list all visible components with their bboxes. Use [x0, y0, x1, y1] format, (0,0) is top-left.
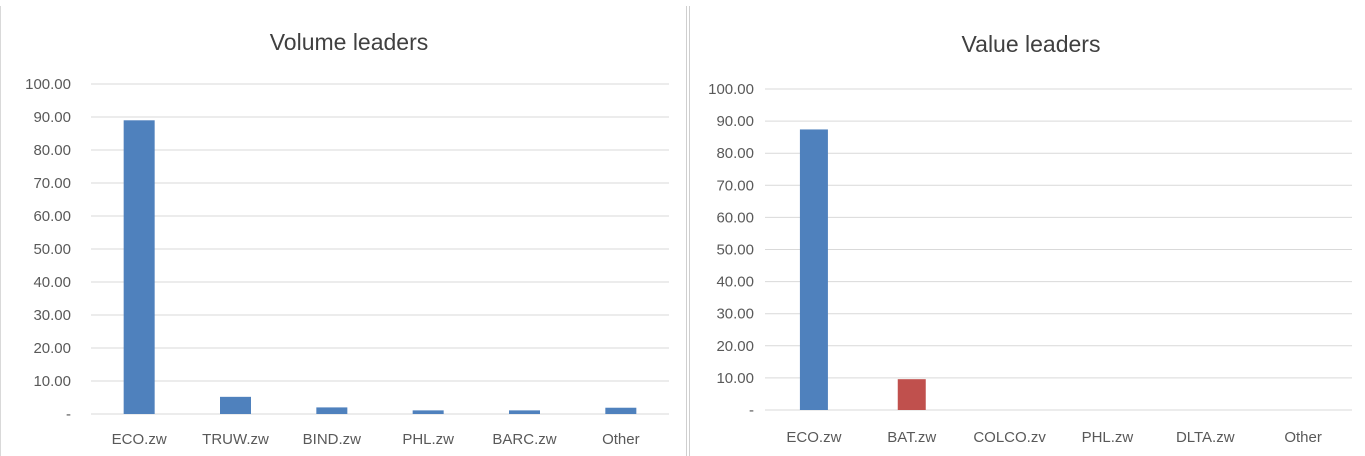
y-tick-label: 40.00 — [33, 274, 71, 291]
x-category-label: BIND.zw — [303, 431, 362, 448]
x-category-label: ECO.zw — [786, 429, 841, 446]
chart-title: Value leaders — [962, 31, 1101, 57]
value-leaders-chart: Value leaders - 10.00 20.00 30.00 40.00 50.00… — [708, 31, 1352, 446]
y-tick-label: 100.00 — [708, 81, 754, 98]
y-tick-label: - — [66, 406, 71, 423]
y-tick-label: 50.00 — [33, 241, 71, 258]
y-tick-label: 60.00 — [716, 209, 754, 226]
x-axis-category-labels: ECO.zw TRUW.zw BIND.zw PHL.zw BARC.zw Other — [112, 431, 640, 448]
bar-bind-zw — [316, 407, 348, 414]
y-tick-label: 80.00 — [716, 145, 754, 162]
y-tick-label: - — [749, 402, 754, 419]
bar-bat-zw — [897, 379, 926, 410]
bars — [799, 129, 926, 411]
y-axis-tick-labels: - 10.00 20.00 30.00 40.00 50.00 60.00 70.00 80.0… — [25, 76, 71, 423]
chart-title: Volume leaders — [270, 29, 429, 55]
x-category-label: PHL.zw — [402, 431, 454, 448]
y-tick-label: 60.00 — [33, 208, 71, 225]
y-tick-label: 40.00 — [716, 274, 754, 291]
y-axis-tick-labels: - 10.00 20.00 30.00 40.00 50.00 60.00 70.00 80.0… — [708, 81, 754, 419]
volume-leaders-chart-panel: Volume leaders - 10.00 20.00 30.00 40.00 50.0… — [0, 6, 687, 456]
y-tick-label: 80.00 — [33, 142, 71, 159]
gridlines — [765, 88, 1352, 411]
volume-leaders-chart: Volume leaders - 10.00 20.00 30.00 40.00 50.0… — [25, 29, 669, 448]
y-tick-label: 20.00 — [716, 338, 754, 355]
bars — [123, 120, 637, 415]
x-axis-category-labels: ECO.zw BAT.zw COLCO.zv PHL.zw DLTA.zw Other — [786, 429, 1321, 446]
x-category-label: BARC.zw — [492, 431, 556, 448]
y-tick-label: 90.00 — [33, 109, 71, 126]
bar-eco-zw — [123, 120, 155, 415]
y-tick-label: 100.00 — [25, 76, 71, 93]
y-tick-label: 30.00 — [33, 307, 71, 324]
x-category-label: Other — [602, 431, 640, 448]
y-tick-label: 30.00 — [716, 306, 754, 323]
x-category-label: COLCO.zv — [973, 429, 1046, 446]
y-tick-label: 70.00 — [33, 175, 71, 192]
x-category-label: ECO.zw — [112, 431, 167, 448]
x-category-label: TRUW.zw — [202, 431, 269, 448]
value-leaders-chart-panel: Value leaders - 10.00 20.00 30.00 40.00 50.00… — [689, 6, 1365, 456]
bar-barc-zw — [509, 410, 540, 414]
bar-truw-zw — [220, 396, 251, 414]
x-category-label: BAT.zw — [887, 429, 936, 446]
x-category-label: Other — [1284, 429, 1322, 446]
y-tick-label: 90.00 — [716, 113, 754, 130]
y-tick-label: 10.00 — [716, 370, 754, 387]
y-tick-label: 20.00 — [33, 340, 71, 357]
bar-eco-zw — [799, 129, 828, 411]
gridlines — [91, 83, 669, 415]
y-tick-label: 10.00 — [33, 373, 71, 390]
x-category-label: PHL.zw — [1082, 429, 1134, 446]
bar-other — [605, 407, 637, 414]
y-tick-label: 70.00 — [716, 177, 754, 194]
y-tick-label: 50.00 — [716, 242, 754, 259]
x-category-label: DLTA.zw — [1176, 429, 1235, 446]
bar-phl-zw — [412, 410, 444, 414]
